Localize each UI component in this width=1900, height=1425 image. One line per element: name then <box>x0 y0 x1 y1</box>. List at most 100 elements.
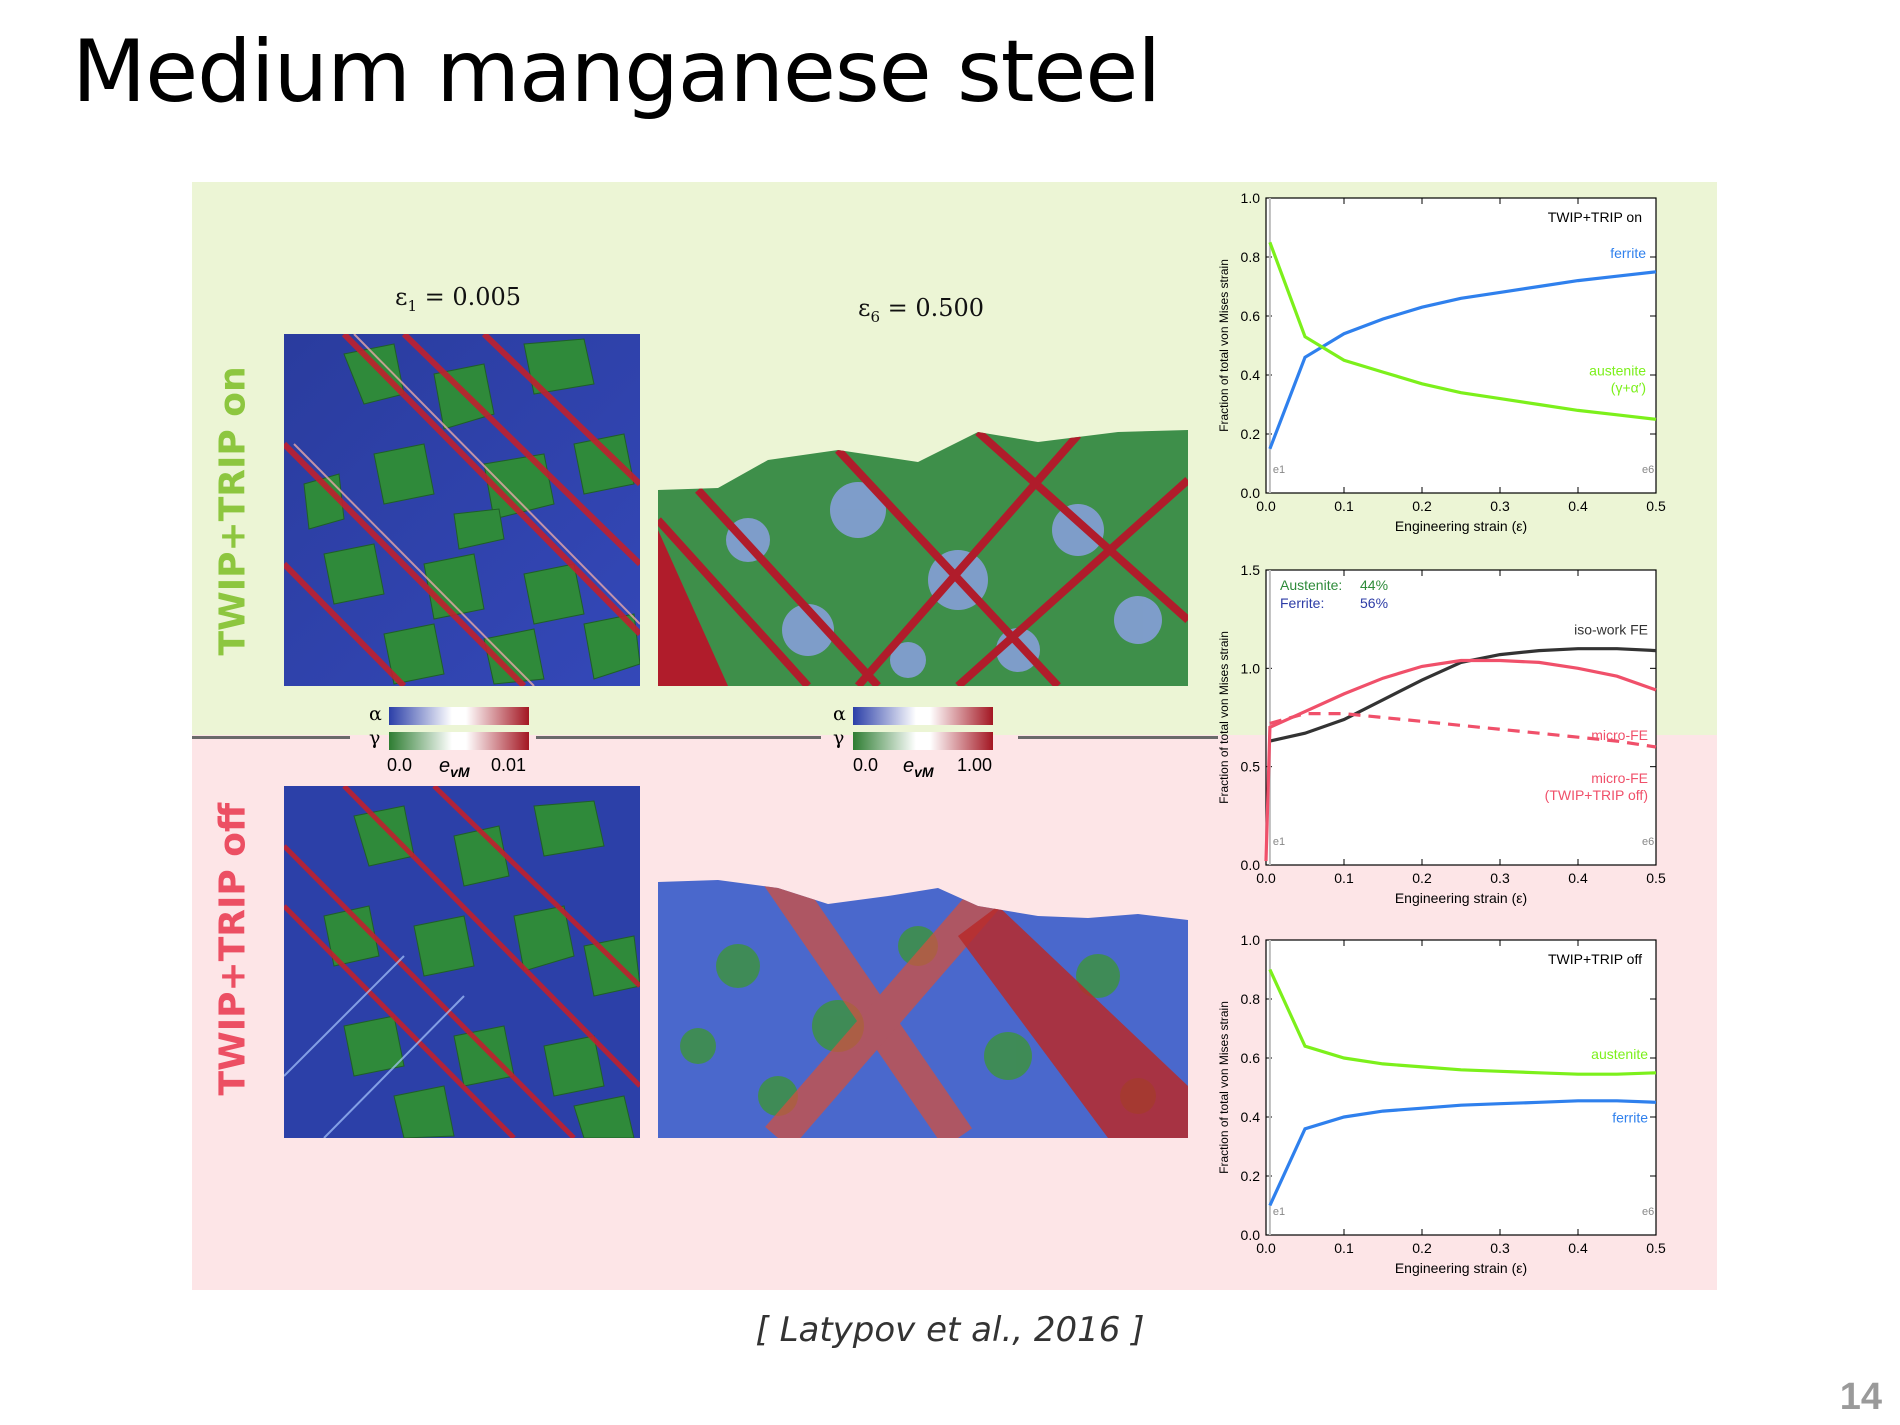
chart-micro-fe-comparison: 0.0 0.1 0.2 0.3 0.4 0.5 0.0 0.5 1.0 1.5 Engineerin… <box>1206 562 1666 922</box>
x-tick-label: 0.1 <box>1334 870 1354 886</box>
y-axis-label: Fraction of total von Mises strain <box>1217 259 1231 432</box>
gamma-symbol: γ <box>369 727 381 749</box>
row-label-twip-trip-off: TWIP+TRIP off <box>212 802 254 1096</box>
x-tick-label: 0.1 <box>1334 498 1354 514</box>
series-label: ferrite <box>1610 245 1646 261</box>
y-tick-label: 0.4 <box>1241 367 1261 383</box>
series-label: austenite <box>1589 362 1646 378</box>
y-tick-label: 0.6 <box>1241 308 1261 324</box>
x-tick-label: 0.3 <box>1490 870 1510 886</box>
chart-twip-trip-off: 0.0 0.1 0.2 0.3 0.4 0.5 0.0 0.2 0.4 0.6 0.8 1.0 Engi… <box>1206 932 1666 1292</box>
strain-label-e6: ε6 = 0.500 <box>858 294 985 326</box>
series-label: iso-work FE <box>1574 622 1648 638</box>
strain-marker-label: e1 <box>1273 1206 1285 1218</box>
y-tick-label: 1.0 <box>1241 660 1261 676</box>
x-tick-label: 0.4 <box>1568 498 1588 514</box>
x-tick-label: 0.2 <box>1412 870 1432 886</box>
panel-divider <box>536 736 821 739</box>
strain-field-map-off-e6 <box>658 876 1188 1138</box>
x-axis-label: Engineering strain (ε) <box>1395 890 1527 906</box>
x-tick-label: 0.0 <box>1256 1240 1276 1256</box>
plot-area <box>1265 197 1657 494</box>
colorbar-label: evM <box>439 755 470 780</box>
colorbar-label: evM <box>903 755 934 780</box>
colorbar-e6: α γ 0.0 evM 1.00 <box>833 703 1013 780</box>
annotation-value: 44% <box>1360 577 1388 593</box>
y-axis-label: Fraction of total von Mises strain <box>1217 631 1231 804</box>
panel-divider <box>1018 736 1218 739</box>
x-tick-label: 0.3 <box>1490 1240 1510 1256</box>
series-label: micro-FE <box>1591 770 1648 786</box>
colorbar-alpha-gradient <box>389 707 529 725</box>
series-line-austenite <box>1268 968 1657 1076</box>
x-tick-label: 0.5 <box>1646 870 1666 886</box>
series-sublabel: (TWIP+TRIP off) <box>1545 787 1648 803</box>
series-line-iso-work-fe <box>1269 647 1657 743</box>
x-tick-label: 0.5 <box>1646 1240 1666 1256</box>
x-tick-label: 0.1 <box>1334 1240 1354 1256</box>
colorbar-alpha-gradient <box>853 707 993 725</box>
strain-marker-label: e1 <box>1273 836 1285 848</box>
series-label: micro-FE <box>1591 727 1648 743</box>
x-axis-label: Engineering strain (ε) <box>1395 1260 1527 1276</box>
x-tick-label: 0.0 <box>1256 870 1276 886</box>
colorbar-e1: α γ 0.0 evM 0.01 <box>355 703 535 780</box>
page-number: 14 <box>1839 1376 1882 1418</box>
strain-marker-label: e6 <box>1642 836 1654 848</box>
series-label: ferrite <box>1612 1109 1648 1125</box>
plot-area <box>1265 939 1657 1236</box>
row-label-twip-trip-on: TWIP+TRIP on <box>212 366 254 656</box>
plot-area <box>1265 569 1657 866</box>
strain-marker-label: e1 <box>1273 464 1285 476</box>
y-tick-label: 0.5 <box>1241 759 1261 775</box>
x-axis-label: Engineering strain (ε) <box>1395 518 1527 534</box>
y-tick-label: 1.0 <box>1241 190 1261 206</box>
y-tick-label: 0.8 <box>1241 249 1261 265</box>
strain-label-e1: ε1 = 0.005 <box>395 283 522 315</box>
y-tick-label: 0.6 <box>1241 1050 1261 1066</box>
strain-field-map-on-e1 <box>284 334 640 686</box>
colorbar-max: 0.01 <box>491 755 527 775</box>
colorbar-gamma-gradient <box>389 732 529 750</box>
colorbar-max: 1.00 <box>957 755 993 775</box>
y-tick-label: 0.0 <box>1241 857 1261 873</box>
annotation-value: 56% <box>1360 595 1388 611</box>
x-tick-label: 0.4 <box>1568 1240 1588 1256</box>
x-tick-label: 0.4 <box>1568 870 1588 886</box>
y-tick-label: 0.0 <box>1241 485 1261 501</box>
panel-divider <box>192 736 350 739</box>
gamma-symbol: γ <box>833 727 845 749</box>
x-tick-label: 0.0 <box>1256 498 1276 514</box>
annotation-label: Ferrite: <box>1280 595 1324 611</box>
chart-title: TWIP+TRIP off <box>1548 951 1642 967</box>
series-line-ferrite <box>1268 270 1657 450</box>
chart-title: TWIP+TRIP on <box>1548 209 1642 225</box>
strain-marker-label: e6 <box>1642 464 1654 476</box>
series-line-ferrite <box>1268 1099 1657 1207</box>
y-tick-label: 1.5 <box>1241 562 1261 578</box>
y-tick-label: 0.0 <box>1241 1227 1261 1243</box>
strain-field-map-off-e1 <box>284 786 640 1138</box>
x-tick-label: 0.5 <box>1646 498 1666 514</box>
y-tick-label: 0.4 <box>1241 1109 1261 1125</box>
chart-twip-trip-on: 0.0 0.1 0.2 0.3 0.4 0.5 0.0 0.2 0.4 0.6 0.8 1.0 Engi… <box>1206 190 1666 550</box>
y-tick-label: 0.2 <box>1241 426 1261 442</box>
strain-marker-label: e6 <box>1642 1206 1654 1218</box>
x-tick-label: 0.3 <box>1490 498 1510 514</box>
y-axis-label: Fraction of total von Mises strain <box>1217 1001 1231 1174</box>
colorbar-min: 0.0 <box>853 755 879 775</box>
series-sublabel: (γ+α′) <box>1611 379 1646 395</box>
x-tick-label: 0.2 <box>1412 498 1432 514</box>
series-line-austenite <box>1268 241 1657 421</box>
series-label: austenite <box>1591 1046 1648 1062</box>
colorbar-gamma-gradient <box>853 732 993 750</box>
y-tick-label: 0.8 <box>1241 991 1261 1007</box>
alpha-symbol: α <box>369 703 382 725</box>
y-tick-label: 0.2 <box>1241 1168 1261 1184</box>
annotation-label: Austenite: <box>1280 577 1342 593</box>
series-line-micro-fe <box>1269 712 1657 749</box>
alpha-symbol: α <box>833 703 846 725</box>
x-tick-label: 0.2 <box>1412 1240 1432 1256</box>
colorbar-min: 0.0 <box>387 755 413 775</box>
y-tick-label: 1.0 <box>1241 932 1261 948</box>
